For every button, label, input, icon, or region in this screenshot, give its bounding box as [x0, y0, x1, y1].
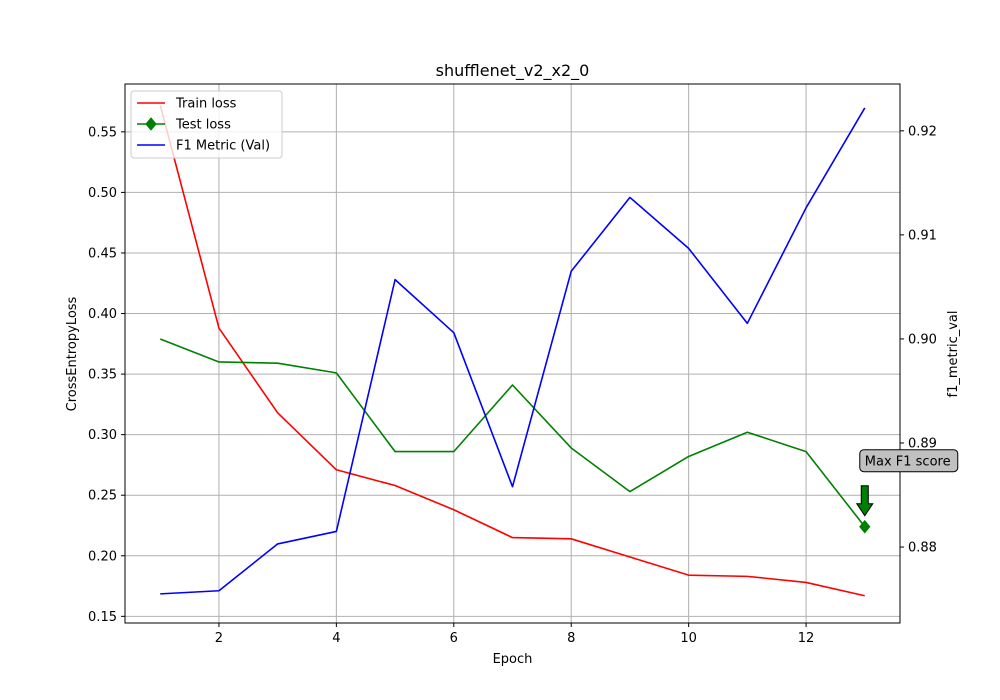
- annotation: Max F1 score: [855, 449, 959, 517]
- x-tick-label: 8: [567, 631, 575, 646]
- y-left-tick-label: 0.20: [88, 549, 117, 564]
- y-left-tick-label: 0.40: [88, 307, 117, 322]
- y-left-tick-label: 0.35: [88, 368, 117, 383]
- y-left-tick-label: 0.55: [88, 125, 117, 140]
- annotation-arrow: [855, 485, 874, 517]
- y-axis-left: 0.15 0.20 0.25 0.30 0.35 0.40 0.45 0.50 0.55: [88, 125, 125, 625]
- series-line-f1-metric-val: [160, 107, 866, 595]
- y-left-tick-label: 0.50: [88, 186, 117, 201]
- x-tick-label: 10: [680, 631, 697, 646]
- x-axis-label: Epoch: [493, 652, 533, 667]
- y-left-tick-label: 0.45: [88, 246, 117, 261]
- grid: [125, 84, 900, 623]
- annotation-box: [859, 449, 959, 473]
- x-axis: 2 4 6 8 10 12: [215, 623, 815, 646]
- y-right-tick-label: 0.92: [908, 124, 937, 139]
- series-line-train-loss: [159, 104, 865, 597]
- series-layer: [159, 104, 871, 597]
- legend-marker: [145, 117, 157, 131]
- legend-label: Train loss: [175, 97, 237, 112]
- y-left-tick-label: 0.15: [88, 610, 117, 625]
- y-axis-left-label: CrossEntropyLoss: [65, 296, 80, 411]
- y-left-tick-label: 0.25: [88, 489, 117, 504]
- y-left-tick-label: 0.30: [88, 428, 117, 443]
- x-tick-label: 12: [798, 631, 815, 646]
- y-right-tick-label: 0.90: [908, 332, 937, 347]
- y-right-tick-label: 0.91: [908, 228, 937, 243]
- legend-box: [130, 90, 283, 159]
- y-right-tick-label: 0.88: [908, 541, 937, 556]
- x-tick-label: 2: [215, 631, 223, 646]
- legend: Train loss Test loss F1 Metric (Val): [130, 90, 283, 159]
- series-line-test-loss: [159, 338, 866, 528]
- annotation-text: Max F1 score: [865, 455, 951, 470]
- x-tick-label: 4: [332, 631, 340, 646]
- x-tick-label: 6: [450, 631, 458, 646]
- legend-label: Test loss: [175, 118, 231, 133]
- y-axis-right-label: f1_metric_val: [946, 311, 961, 398]
- y-axis-right: 0.88 0.89 0.90 0.91 0.92: [900, 124, 937, 556]
- plot-frame: [124, 83, 901, 624]
- series-point-test-loss: [859, 519, 871, 534]
- chart-title: shufflenet_v2_x2_0: [436, 61, 590, 81]
- legend-label: F1 Metric (Val): [176, 139, 270, 154]
- y-right-tick-label: 0.89: [908, 436, 937, 451]
